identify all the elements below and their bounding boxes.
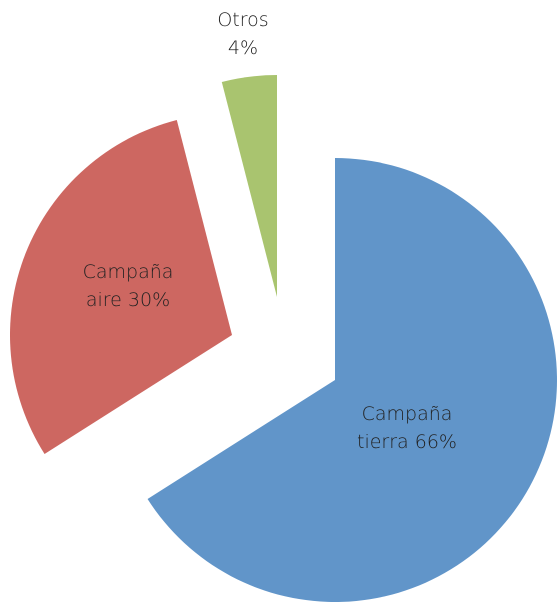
- pie-slice: [9, 119, 232, 454]
- slice-value: 4%: [227, 37, 259, 59]
- slice-name: Campaña tierra: [357, 403, 453, 453]
- pie-slice: [147, 158, 557, 602]
- slice-value: 30%: [127, 289, 171, 311]
- data-label: Campaña tierra 66%: [347, 400, 467, 456]
- slice-name: Otros: [217, 9, 269, 31]
- pie-slice: [221, 75, 277, 297]
- data-label: Otros 4%: [208, 6, 278, 62]
- slice-name: Campaña aire: [82, 261, 174, 311]
- data-label: Campaña aire 30%: [68, 258, 188, 314]
- slice-value: 66%: [414, 431, 457, 453]
